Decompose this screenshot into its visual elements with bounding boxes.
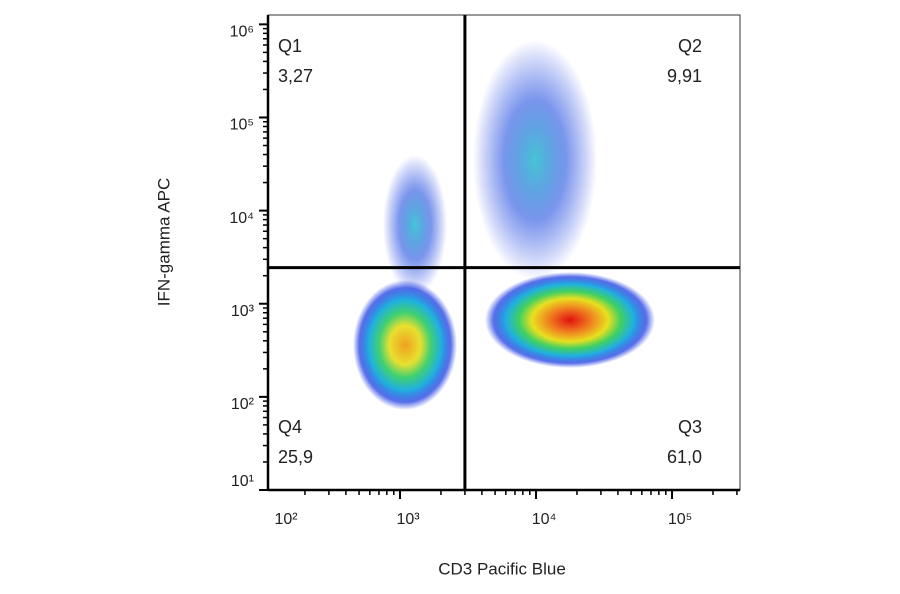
y-tick-label: 10³ — [231, 303, 255, 320]
cloud — [353, 280, 457, 410]
y-tick-label: 10² — [231, 396, 255, 413]
x-tick-label: 10⁵ — [668, 511, 692, 528]
quadrant-percent: 3,27 — [278, 66, 313, 86]
density-clouds — [353, 40, 655, 410]
y-tick-label: 10¹ — [231, 473, 254, 490]
cloud — [383, 155, 447, 295]
quadrant-name: Q3 — [678, 417, 702, 437]
quadrant-name: Q4 — [278, 417, 302, 437]
quadrant-percent: 61,0 — [667, 447, 702, 467]
quadrant-name: Q1 — [278, 36, 302, 56]
quadrant-percent: 25,9 — [278, 447, 313, 467]
x-axis-title: CD3 Pacific Blue — [438, 559, 566, 578]
x-tick-label: 10⁴ — [532, 511, 557, 528]
quadrant-name: Q2 — [678, 36, 702, 56]
cloud — [473, 40, 597, 280]
x-tick-label: 10³ — [396, 511, 420, 528]
quadrant-percent: 9,91 — [667, 66, 702, 86]
y-tick-label: 10⁵ — [230, 117, 254, 134]
y-axis-title: IFN-gamma APC — [154, 178, 173, 306]
cloud — [485, 272, 655, 368]
y-tick-label: 10⁶ — [230, 24, 254, 41]
x-tick-label: 10² — [274, 511, 298, 528]
y-tick-label: 10⁴ — [229, 210, 254, 227]
